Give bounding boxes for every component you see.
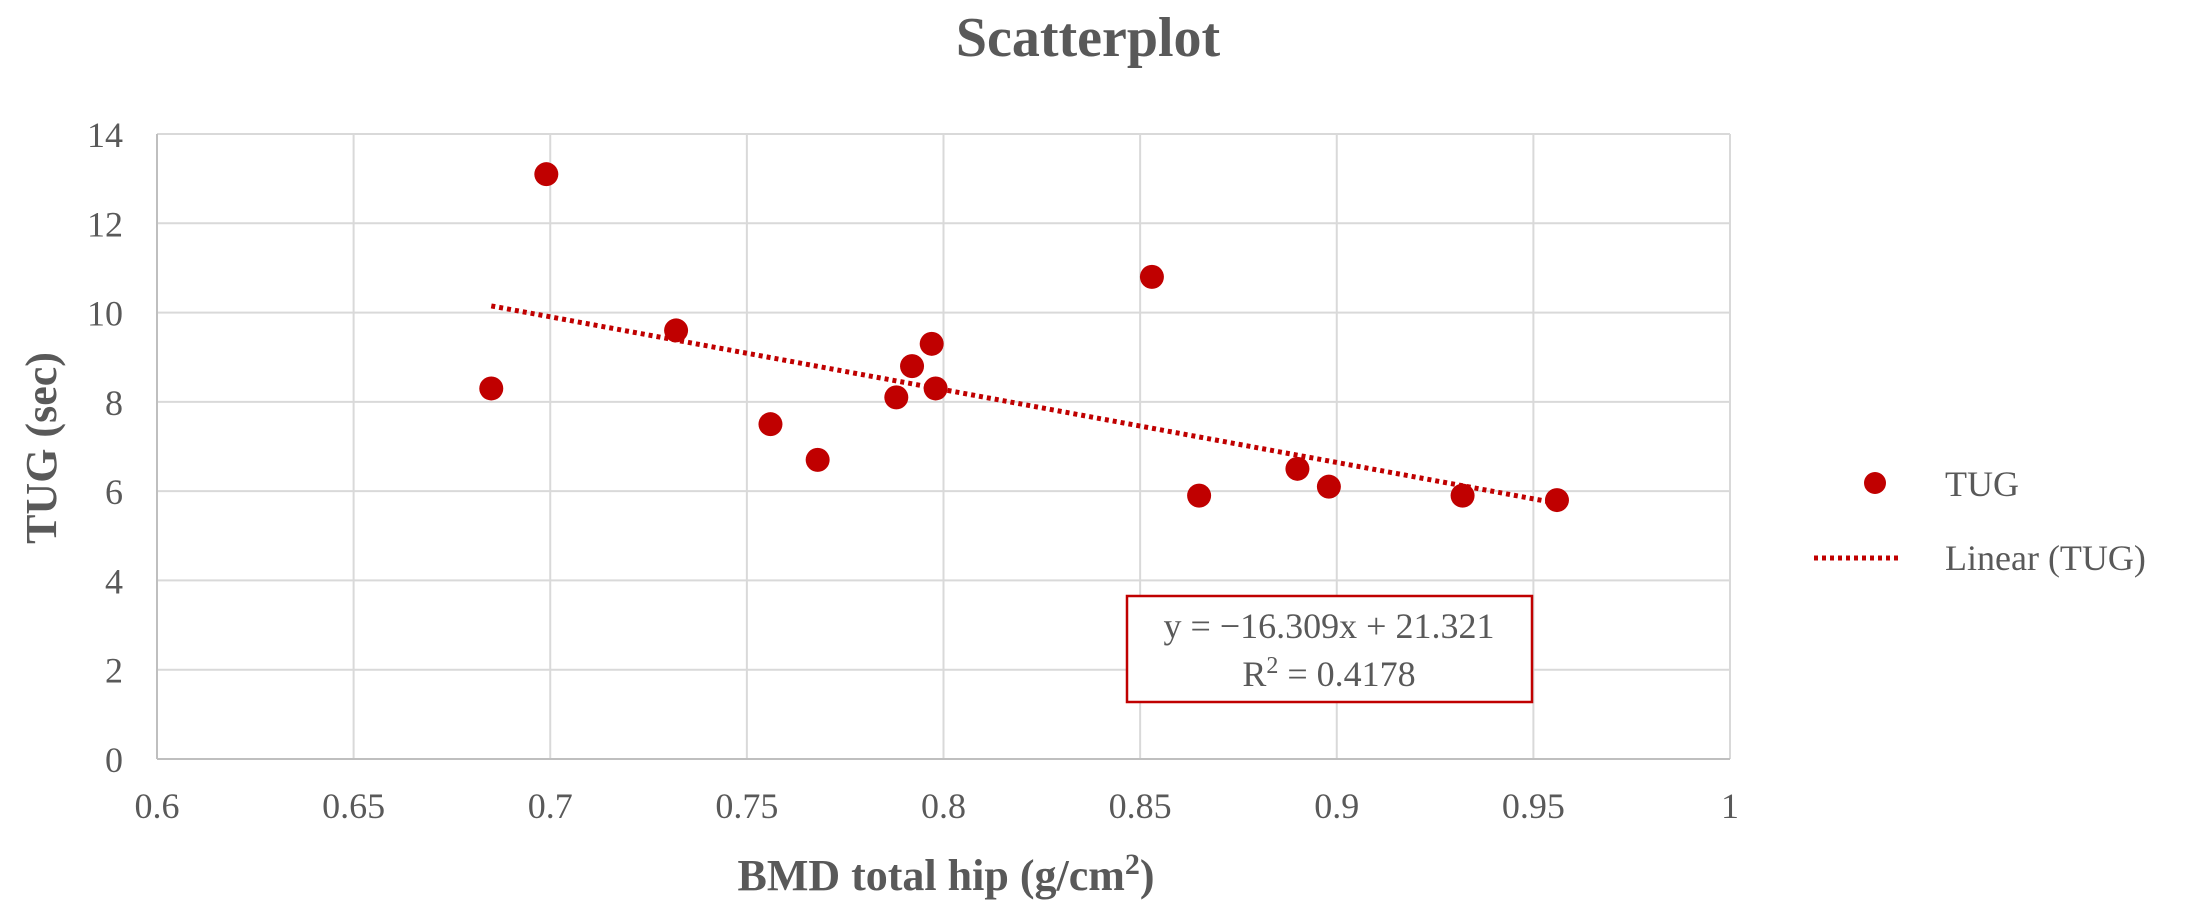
x-tick-label: 0.8	[921, 786, 966, 826]
x-tick-label: 0.85	[1109, 786, 1172, 826]
x-tick-label: 0.7	[528, 786, 573, 826]
equation-box: y = −16.309x + 21.321 R2 = 0.4178	[1125, 594, 1534, 704]
data-point	[919, 331, 944, 356]
y-tick-label: 2	[105, 651, 123, 691]
x-tick-label: 0.75	[715, 786, 778, 826]
data-point	[805, 447, 830, 472]
legend-marker-tug	[1864, 472, 1886, 494]
x-tick-label: 0.95	[1502, 786, 1565, 826]
x-tick-label: 0.6	[135, 786, 180, 826]
y-tick-label: 12	[87, 204, 123, 244]
y-axis-ticks: 0 2 4 6 8 10 12 14	[87, 115, 123, 780]
data-point	[758, 412, 783, 437]
y-tick-label: 8	[105, 383, 123, 423]
r-squared-end: = 0.4178	[1278, 654, 1415, 694]
trendline-layer	[490, 303, 1558, 506]
legend-label-tug: TUG	[1945, 464, 2019, 504]
data-point	[1544, 488, 1569, 513]
y-tick-label: 6	[105, 472, 123, 512]
r-squared-main: R	[1242, 654, 1266, 694]
data-point	[1316, 474, 1341, 499]
y-tick-label: 0	[105, 740, 123, 780]
x-axis-title-main: BMD total hip (g/cm	[737, 851, 1124, 900]
chart-title: Scatterplot	[956, 7, 1221, 69]
y-tick-label: 4	[105, 561, 123, 601]
data-point	[534, 162, 559, 187]
x-tick-label: 0.9	[1314, 786, 1359, 826]
data-point	[1139, 264, 1164, 289]
r-squared-superscript: 2	[1266, 653, 1278, 679]
data-point	[479, 376, 504, 401]
equation-text: y = −16.309x + 21.321	[1164, 606, 1495, 646]
legend-label-linear: Linear (TUG)	[1945, 538, 2146, 578]
data-point	[923, 376, 948, 401]
r-squared-text: R2 = 0.4178	[1242, 653, 1415, 694]
x-tick-label: 1	[1721, 786, 1739, 826]
x-axis-title-superscript: 2	[1125, 848, 1140, 881]
data-point	[884, 385, 909, 410]
x-axis-ticks: 0.6 0.65 0.7 0.75 0.8 0.85 0.9 0.95 1	[135, 786, 1740, 826]
y-tick-label: 10	[87, 294, 123, 334]
data-point	[1285, 456, 1310, 481]
equation-box-border	[1125, 594, 1534, 704]
legend: TUG Linear (TUG)	[1814, 464, 2146, 578]
x-axis-title: BMD total hip (g/cm2)	[737, 848, 1154, 900]
y-axis-title: TUG (sec)	[17, 352, 66, 544]
data-point	[1187, 483, 1212, 508]
data-point	[664, 318, 689, 343]
x-axis-title-end: )	[1140, 851, 1155, 900]
y-tick-label: 14	[87, 115, 123, 155]
data-points	[479, 162, 1569, 513]
data-point	[1450, 483, 1475, 508]
data-point	[900, 354, 925, 379]
plot-frame	[156, 134, 1730, 760]
trendline	[490, 303, 1558, 506]
x-tick-label: 0.65	[322, 786, 385, 826]
